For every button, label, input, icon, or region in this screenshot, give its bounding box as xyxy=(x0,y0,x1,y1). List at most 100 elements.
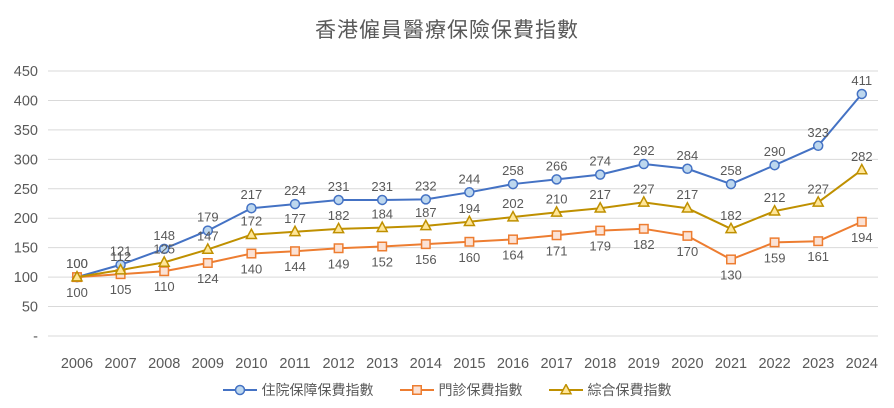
triangle-marker xyxy=(724,221,738,234)
circle-marker xyxy=(158,243,170,255)
legend-label: 住院保障保費指數 xyxy=(261,382,374,398)
data-label: 231 xyxy=(371,179,393,194)
circle-marker xyxy=(638,158,650,170)
data-label: 258 xyxy=(720,163,742,178)
circle-marker xyxy=(725,178,737,190)
triangle-marker xyxy=(419,218,433,231)
circle-marker xyxy=(812,140,824,152)
y-axis-label: 450 xyxy=(14,64,38,80)
data-label: 184 xyxy=(371,207,393,222)
y-axis-label: 350 xyxy=(14,123,38,139)
circle-marker xyxy=(376,194,388,206)
circle-marker xyxy=(289,198,301,210)
square-marker xyxy=(159,266,170,277)
data-label: 284 xyxy=(677,148,699,163)
y-axis-label: 400 xyxy=(14,93,38,109)
data-label: 172 xyxy=(241,214,263,229)
square-marker xyxy=(290,246,300,257)
data-label: 125 xyxy=(153,241,175,256)
square-marker xyxy=(769,237,780,248)
triangle-marker xyxy=(593,201,607,213)
square-marker xyxy=(551,230,562,241)
data-label: 182 xyxy=(633,237,655,252)
square-marker xyxy=(813,236,824,247)
legend-item: 住院保障保費指數 xyxy=(222,380,374,400)
x-axis-label: 2020 xyxy=(671,356,703,372)
triangle-marker xyxy=(463,214,476,227)
data-label: 124 xyxy=(197,271,219,286)
data-label: 217 xyxy=(677,187,699,202)
square-marker xyxy=(508,234,518,245)
triangle-marker xyxy=(768,204,781,216)
circle-marker xyxy=(682,163,693,175)
circle-marker xyxy=(769,159,780,171)
data-label: 177 xyxy=(284,211,306,226)
y-axis-label: 100 xyxy=(14,270,38,286)
data-label: 160 xyxy=(459,250,481,265)
data-label: 323 xyxy=(807,125,829,140)
triangle-marker xyxy=(681,201,694,213)
data-label: 227 xyxy=(633,181,655,196)
data-label: 179 xyxy=(589,239,611,254)
circle-icon xyxy=(234,384,245,396)
triangle-marker xyxy=(375,220,389,233)
x-axis-label: 2017 xyxy=(540,356,572,372)
x-axis-label: 2015 xyxy=(453,356,485,372)
triangle-marker xyxy=(288,224,302,237)
legend-label: 綜合保費指數 xyxy=(587,382,672,398)
triangle-marker xyxy=(201,242,215,254)
data-label: 171 xyxy=(546,243,568,258)
triangle-icon xyxy=(559,384,572,395)
data-label: 266 xyxy=(546,158,568,173)
x-axis-label: 2021 xyxy=(715,356,747,372)
square-marker xyxy=(202,257,213,268)
y-axis-label: 50 xyxy=(22,300,38,316)
square-marker xyxy=(333,243,344,254)
data-label: 159 xyxy=(764,250,786,265)
data-label: 217 xyxy=(241,187,263,202)
x-axis-label: 2018 xyxy=(584,356,616,372)
y-axis-label: - xyxy=(33,329,38,345)
data-label: 227 xyxy=(807,181,829,196)
data-label: 179 xyxy=(197,210,219,225)
data-label: 100 xyxy=(66,256,88,271)
data-label: 210 xyxy=(546,191,568,206)
square-marker xyxy=(246,248,257,259)
x-axis-label: 2013 xyxy=(366,356,398,372)
square-marker xyxy=(726,254,736,265)
data-label: 411 xyxy=(851,73,872,88)
data-label: 232 xyxy=(415,178,437,193)
data-label: 292 xyxy=(633,143,655,158)
data-label: 202 xyxy=(502,196,524,211)
data-label: 231 xyxy=(328,179,350,194)
y-axis-label: 200 xyxy=(14,211,38,227)
square-marker xyxy=(638,223,649,234)
x-axis-label: 2024 xyxy=(846,356,878,372)
circle-marker xyxy=(246,202,257,214)
legend: 住院保障保費指數 門診保費指數 綜合保費指數 xyxy=(0,380,894,400)
circle-marker xyxy=(507,178,519,190)
x-axis-label: 2022 xyxy=(758,356,790,372)
triangle-marker xyxy=(550,205,563,217)
square-marker xyxy=(856,216,867,227)
x-axis-label: 2011 xyxy=(279,356,310,372)
triangle-marker xyxy=(114,262,127,275)
legend-marker xyxy=(399,385,434,395)
data-label: 274 xyxy=(589,154,611,169)
circle-marker xyxy=(333,194,344,206)
x-axis-label: 2006 xyxy=(61,356,93,372)
data-label: 105 xyxy=(110,282,132,297)
x-axis-label: 2012 xyxy=(322,356,354,372)
x-axis-label: 2023 xyxy=(802,356,834,372)
data-label: 244 xyxy=(459,171,481,186)
data-label: 217 xyxy=(589,187,611,202)
legend-label: 門診保費指數 xyxy=(438,382,523,398)
circle-marker xyxy=(202,225,214,236)
y-axis-label: 300 xyxy=(14,152,38,168)
data-label: 140 xyxy=(241,262,263,277)
legend-marker xyxy=(548,384,583,395)
triangle-marker xyxy=(70,270,84,282)
data-label: 282 xyxy=(851,149,873,164)
